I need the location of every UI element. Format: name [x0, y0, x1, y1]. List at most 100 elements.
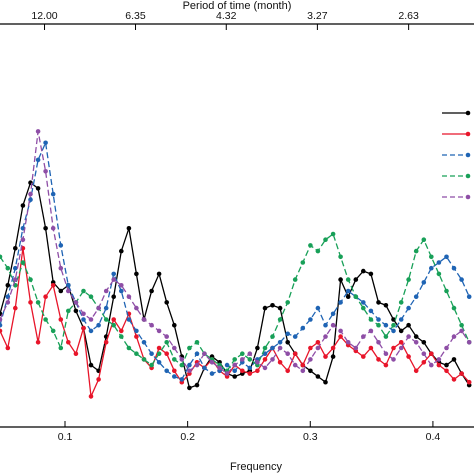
series-2-point — [43, 294, 48, 300]
series-1-point — [391, 317, 396, 322]
series-5-point — [217, 365, 222, 371]
series-3-point — [323, 322, 328, 328]
series-2-point — [368, 345, 374, 351]
series-5-point — [353, 345, 359, 351]
series-4-point — [156, 351, 162, 357]
series-1-point — [111, 294, 116, 300]
series-5-point — [224, 371, 230, 376]
series-1-point — [119, 248, 124, 254]
series-5-point — [88, 317, 94, 322]
top-tick-label: 6.35 — [125, 10, 146, 22]
series-3-point — [270, 345, 275, 351]
series-1-point — [88, 362, 94, 368]
legend-marker-1 — [465, 110, 471, 116]
series-5-point — [421, 351, 427, 357]
series-4-point — [376, 322, 381, 328]
series-4-point — [285, 300, 291, 305]
series-5-point — [111, 277, 116, 282]
series-4-point — [353, 294, 359, 300]
series-1-point — [20, 203, 26, 208]
series-3-point — [35, 157, 41, 163]
series-3-point — [164, 368, 169, 374]
series-3-point — [376, 317, 381, 322]
series-4-point — [179, 362, 185, 368]
series-4-point — [5, 265, 11, 271]
series-5-point — [5, 300, 11, 305]
series-3-point — [444, 254, 449, 260]
series-4-point — [330, 231, 336, 237]
series-1-point — [232, 374, 237, 379]
series-3-point — [88, 328, 94, 334]
series-4-point — [391, 322, 396, 328]
series-2-point — [66, 340, 71, 345]
top-tick-label: 3.27 — [307, 10, 328, 22]
series-3-point — [308, 317, 313, 322]
series-3-point — [13, 265, 18, 271]
series-4-point — [126, 345, 132, 351]
series-4-point — [459, 322, 464, 328]
series-4-point — [187, 345, 192, 351]
series-1-point — [398, 328, 404, 334]
series-4-point — [436, 271, 442, 277]
legend-marker-5 — [465, 194, 471, 200]
series-4-point — [134, 351, 139, 357]
series-5-point — [50, 226, 56, 231]
series-2-point — [240, 368, 245, 374]
series-4-point — [58, 345, 64, 351]
series-2-point — [58, 317, 64, 322]
series-2-point — [444, 368, 449, 374]
series-2-point — [429, 351, 434, 357]
series-5-point — [413, 340, 419, 345]
series-3-point — [413, 294, 419, 300]
series-1-point — [5, 283, 11, 288]
series-2-point — [134, 334, 139, 339]
x-tick-label: 0.4 — [426, 431, 441, 443]
top-tick-label: 4.32 — [216, 10, 237, 22]
series-4-point — [164, 340, 169, 345]
series-3-point — [285, 331, 291, 337]
series-4-point — [88, 294, 94, 300]
series-2-point — [88, 394, 94, 399]
series-4-point — [262, 345, 268, 351]
series-5-point — [383, 351, 389, 357]
series-4-point — [277, 317, 283, 322]
series-3-point — [50, 191, 56, 197]
series-4-point — [429, 254, 434, 260]
series-1-point — [413, 334, 419, 339]
series-2-point — [466, 379, 472, 385]
x-tick-label: 0.2 — [180, 431, 195, 443]
series-5-point — [73, 300, 79, 305]
series-5-point — [156, 328, 162, 334]
series-5-point — [13, 277, 18, 282]
series-5-point — [459, 328, 464, 334]
series-2-point — [398, 340, 404, 345]
series-5-point — [436, 357, 442, 362]
series-5-point — [179, 357, 185, 362]
series-3-point — [315, 305, 321, 311]
series-3-point — [277, 340, 283, 345]
series-2-point — [28, 300, 33, 305]
series-3-point — [149, 351, 154, 357]
series-3-point — [338, 300, 343, 305]
series-5-point — [466, 340, 472, 345]
series-4-point — [300, 260, 306, 265]
series-1-point — [58, 288, 64, 294]
series-3-point — [58, 243, 64, 248]
series-1-point — [376, 300, 381, 305]
plot-series-layer — [0, 129, 472, 399]
series-3-point — [156, 360, 162, 365]
series-5-point — [20, 237, 26, 242]
series-1-point — [285, 340, 291, 345]
series-4-point — [270, 334, 275, 339]
series-2-point — [277, 360, 283, 365]
x-axis-label: Frequency — [230, 461, 282, 473]
series-4-point — [50, 328, 56, 334]
series-1-point — [255, 345, 260, 351]
series-2-point — [262, 357, 268, 362]
series-5-point — [202, 351, 207, 357]
series-3-point — [126, 317, 132, 322]
series-3-point — [224, 362, 230, 368]
series-2-point — [292, 351, 298, 357]
series-line-4 — [0, 232, 470, 372]
series-3-point — [66, 283, 71, 288]
